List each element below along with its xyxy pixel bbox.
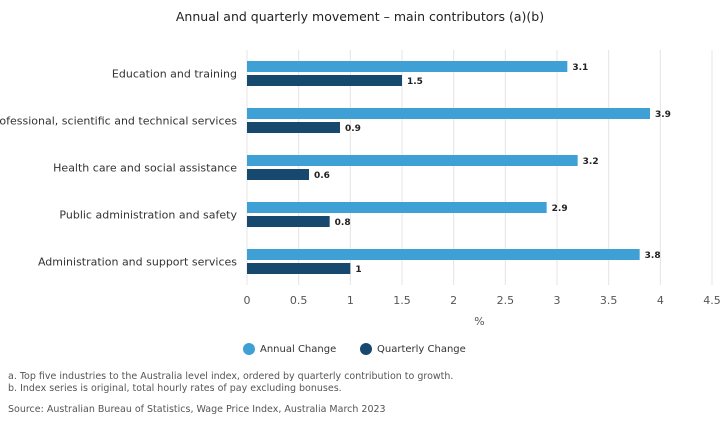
source-note: Source: Australian Bureau of Statistics,… <box>8 404 386 415</box>
data-label: 0.9 <box>345 124 361 134</box>
data-label: 0.8 <box>335 218 351 228</box>
x-tick-label: 2 <box>450 294 457 307</box>
quarterly-swatch-icon <box>360 343 372 355</box>
bar-annual <box>247 155 578 166</box>
bar-quarterly <box>247 216 330 227</box>
chart-title: Annual and quarterly movement – main con… <box>175 9 545 24</box>
footnote-b: b. Index series is original, total hourl… <box>8 382 342 394</box>
bar-chart: 0 0.5 1 1.5 2 2.5 3 3.5 4 4.5% Education and train… <box>0 50 720 328</box>
x-tick-label: 1 <box>347 294 354 307</box>
data-label: 1 <box>355 265 361 275</box>
data-label: 1.5 <box>407 77 423 87</box>
legend-label-quarterly: Quarterly Change <box>377 343 466 355</box>
x-tick-label: 3 <box>554 294 561 307</box>
data-label: 3.9 <box>655 110 671 120</box>
footnote-a: a. Top five industries to the Australia … <box>8 371 454 382</box>
data-label: 3.1 <box>572 63 588 73</box>
bar-quarterly <box>247 75 402 86</box>
category-label: Health care and social assistance <box>53 162 237 175</box>
x-tick-label: 0 <box>244 294 251 307</box>
x-tick-label: 0.5 <box>290 294 308 307</box>
bar-quarterly <box>247 263 351 274</box>
bar-quarterly <box>247 169 309 180</box>
bar-quarterly <box>247 122 340 133</box>
category-label: Administration and support services <box>38 256 237 269</box>
legend-item-annual[interactable]: Annual Change <box>243 343 336 355</box>
category-label: Professional, scientific and technical s… <box>0 115 237 128</box>
legend-label-annual: Annual Change <box>260 343 337 355</box>
x-tick-label: 2.5 <box>497 294 515 307</box>
x-axis-label: % <box>474 315 484 328</box>
x-tick-label: 1.5 <box>393 294 411 307</box>
data-label: 3.8 <box>645 251 661 261</box>
bar-annual <box>247 61 568 72</box>
legend-item-quarterly[interactable]: Quarterly Change <box>360 343 466 355</box>
x-tick-label: 3.5 <box>600 294 618 307</box>
bar-annual <box>247 108 650 119</box>
data-label: 3.2 <box>583 157 599 167</box>
bar-annual <box>247 202 547 213</box>
data-label: 2.9 <box>552 204 568 214</box>
x-tick-label: 4 <box>657 294 664 307</box>
x-tick-label: 4.5 <box>703 294 720 307</box>
footnotes: a. Top five industries to the Australia … <box>8 371 453 394</box>
category-label: Public administration and safety <box>59 209 237 222</box>
bar-annual <box>247 249 640 260</box>
annual-swatch-icon <box>243 343 255 355</box>
category-label: Education and training <box>112 68 237 81</box>
data-label: 0.6 <box>314 171 330 181</box>
